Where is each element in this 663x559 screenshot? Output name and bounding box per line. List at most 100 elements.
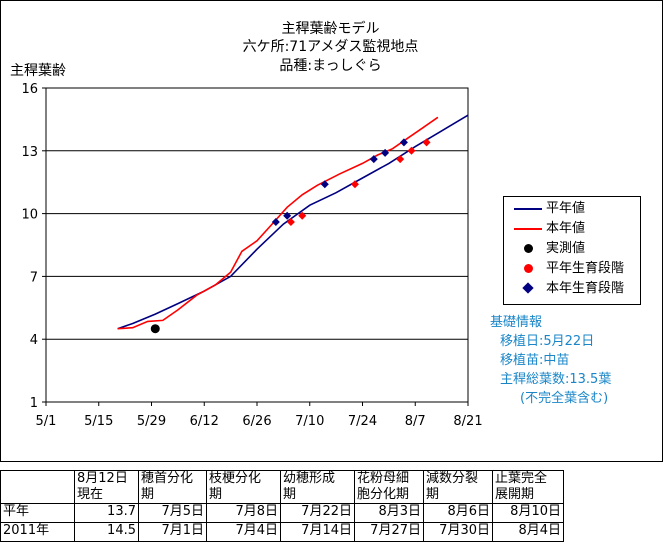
header-line: 現在 (77, 487, 104, 502)
header-line: 幼穂形成 (283, 471, 336, 486)
legend-circle-swatch (524, 244, 533, 253)
table-row: 平年 13.7 7月5日 7月8日 7月22日 8月3日 8月6日 8月10日 (0, 503, 564, 523)
legend-label: 本年生育段階 (546, 281, 625, 296)
legend-label: 実測値 (546, 241, 586, 256)
data-point (298, 211, 307, 220)
data-point (369, 155, 378, 164)
info-note: (不完全葉含む) (520, 391, 609, 406)
legend-line-swatch (514, 208, 542, 210)
header-line: 期 (209, 487, 223, 502)
row-label: 2011年 (0, 522, 75, 542)
growth-stage-table: 8月12日 現在 穂首分化期 枝梗分化期 幼穂形成期 花粉母細 胞分化期 減数分裂期… (0, 470, 564, 542)
legend: 平年値 本年値 実測値 平年生育段階 本年生育段階 (503, 196, 641, 305)
data-point (422, 138, 431, 147)
row-label: 平年 (0, 503, 75, 523)
table-cell: 7月8日 (206, 503, 281, 523)
table-header-cell: 止葉完全 展開期 (492, 470, 564, 504)
header-line: 期 (426, 487, 440, 502)
data-point (271, 217, 280, 226)
header-line: 減数分裂 (426, 471, 479, 486)
table-cell: 13.7 (74, 503, 139, 523)
x-tick-label: 7/10 (295, 414, 324, 429)
header-line: 胞分化期 (357, 487, 410, 502)
header-line: 期 (141, 487, 155, 502)
chart-title: 主稈葉齢モデル (281, 21, 380, 37)
x-tick-label: 5/29 (137, 414, 166, 429)
header-line: 花粉母細 (357, 471, 410, 486)
data-point (150, 324, 160, 334)
legend-line-swatch (514, 228, 542, 230)
legend-item-measured: 実測値 (504, 239, 640, 259)
table-cell: 7月14日 (280, 522, 355, 542)
y-tick-label: 13 (21, 145, 38, 160)
table-header-cell: 幼穂形成期 (280, 470, 355, 504)
y-axis-label: 主稈葉齢 (10, 63, 66, 79)
x-tick-label: 5/1 (36, 414, 57, 429)
table-cell: 7月5日 (138, 503, 207, 523)
legend-diamond-swatch (522, 282, 534, 294)
data-point (381, 148, 390, 157)
info-transplant-date: 移植日:5月22日 (500, 334, 595, 349)
plot-area (45, 87, 469, 403)
data-point (399, 138, 408, 147)
x-tick-label: 8/21 (453, 414, 482, 429)
legend-item-normal-line: 平年値 (504, 199, 640, 219)
info-heading: 基礎情報 (490, 315, 543, 330)
data-point (396, 155, 405, 164)
table-header-cell: 8月12日 現在 (74, 470, 139, 504)
y-tick-label: 1 (30, 396, 38, 411)
data-point (350, 180, 359, 189)
data-point (407, 146, 416, 155)
data-point (286, 217, 295, 226)
table-cell: 8月6日 (423, 503, 493, 523)
legend-item-normal-stage: 平年生育段階 (504, 259, 640, 279)
x-tick-label: 6/12 (190, 414, 219, 429)
legend-label: 平年生育段階 (546, 261, 625, 276)
basic-info: 基礎情報 移植日:5月22日 移植苗:中苗 主稈総葉数:13.5葉 (不完全葉含… (490, 313, 611, 408)
table-header-row: 8月12日 現在 穂首分化期 枝梗分化期 幼穂形成期 花粉母細 胞分化期 減数分裂期… (0, 470, 564, 504)
table-cell: 7月1日 (138, 522, 207, 542)
header-line: 枝梗分化 (209, 471, 262, 486)
table-row: 2011年 14.5 7月1日 7月4日 7月14日 7月27日 7月30日 8… (0, 522, 564, 542)
y-tick-label: 7 (30, 270, 38, 285)
legend-label: 平年値 (546, 201, 586, 216)
legend-dot-swatch (524, 264, 533, 273)
series-line (117, 116, 439, 330)
header-line: 穂首分化 (141, 471, 194, 486)
table-cell: 8月4日 (492, 522, 564, 542)
x-tick-label: 6/26 (242, 414, 271, 429)
table-cell: 8月10日 (492, 503, 564, 523)
header-line: 期 (283, 487, 297, 502)
table-header-cell: 穂首分化期 (138, 470, 207, 504)
series-line (117, 114, 469, 330)
table-header-cell: 減数分裂期 (423, 470, 493, 504)
y-tick-label: 10 (21, 208, 38, 223)
table-cell: 8月3日 (354, 503, 424, 523)
table-cell: 7月27日 (354, 522, 424, 542)
table-header-cell: 花粉母細 胞分化期 (354, 470, 424, 504)
legend-item-current-line: 本年値 (504, 219, 640, 239)
x-tick-label: 8/7 (405, 414, 426, 429)
legend-item-current-stage: 本年生育段階 (504, 279, 640, 299)
table-corner-cell (0, 470, 75, 504)
y-tick-label: 16 (21, 82, 38, 97)
table-header-cell: 枝梗分化期 (206, 470, 281, 504)
header-line: 8月12日 (77, 471, 128, 486)
chart-subtitle-location: 六ケ所:71アメダス監視地点 (242, 39, 419, 55)
info-seedling-type: 移植苗:中苗 (500, 353, 570, 368)
chart-subtitle-variety: 品種:まっしぐら (279, 58, 382, 74)
x-tick-label: 7/24 (348, 414, 377, 429)
leaf-age-chart: 1 4 7 10 13 16 5/1 5/15 5/29 6/12 6/26 7/10 7/24 8/7 8… (21, 82, 482, 429)
header-line: 展開期 (495, 487, 535, 502)
y-tick-label: 4 (30, 333, 38, 348)
info-total-leaves: 主稈総葉数:13.5葉 (500, 372, 612, 387)
table-cell: 14.5 (74, 522, 139, 542)
data-point (320, 180, 329, 189)
table-cell: 7月30日 (423, 522, 493, 542)
x-tick-label: 5/15 (84, 414, 113, 429)
table-cell: 7月4日 (206, 522, 281, 542)
table-cell: 7月22日 (280, 503, 355, 523)
header-line: 止葉完全 (495, 471, 548, 486)
legend-label: 本年値 (546, 221, 586, 236)
data-point (283, 211, 292, 220)
